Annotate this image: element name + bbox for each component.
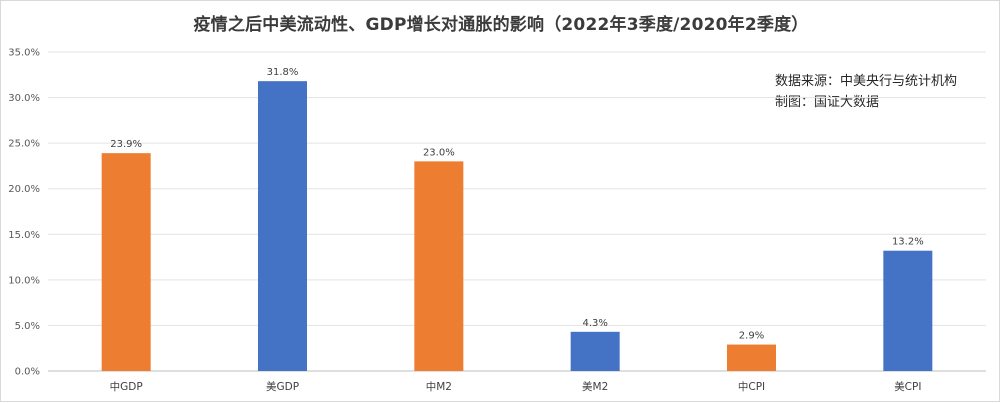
bar <box>101 153 151 371</box>
y-tick-label: 25.0% <box>8 139 40 150</box>
chart-title: 疫情之后中美流动性、GDP增长对通胀的影响（2022年3季度/2020年2季度） <box>193 15 809 35</box>
data-label: 4.3% <box>582 318 607 329</box>
data-label: 2.9% <box>739 331 764 342</box>
y-tick-label: 5.0% <box>15 321 40 332</box>
source-text: 数据来源：中美央行与统计机构 <box>775 74 958 89</box>
data-label: 13.2% <box>892 237 924 248</box>
bar <box>414 161 464 371</box>
data-label: 23.0% <box>423 147 455 158</box>
bar <box>258 81 307 371</box>
x-category-label: 中CPI <box>738 380 765 393</box>
credit-text: 制图：国证大数据 <box>775 95 880 110</box>
data-label: 23.9% <box>110 139 142 150</box>
x-category-label: 中M2 <box>426 380 452 393</box>
bar <box>727 344 776 371</box>
y-tick-label: 35.0% <box>8 48 40 59</box>
x-category-label: 美CPI <box>894 380 921 393</box>
x-category-label: 中GDP <box>110 380 143 393</box>
bar <box>570 331 620 371</box>
y-tick-label: 20.0% <box>8 184 40 195</box>
source-note: 数据来源：中美央行与统计机构 制图：国证大数据 <box>775 71 957 113</box>
y-tick-label: 15.0% <box>8 230 40 241</box>
y-tick-label: 10.0% <box>8 275 40 286</box>
data-label: 31.8% <box>267 67 299 78</box>
bar <box>883 250 933 371</box>
y-tick-label: 30.0% <box>8 93 40 104</box>
x-category-label: 美M2 <box>582 380 608 393</box>
x-category-label: 美GDP <box>266 380 299 393</box>
y-tick-label: 0.0% <box>15 367 40 378</box>
